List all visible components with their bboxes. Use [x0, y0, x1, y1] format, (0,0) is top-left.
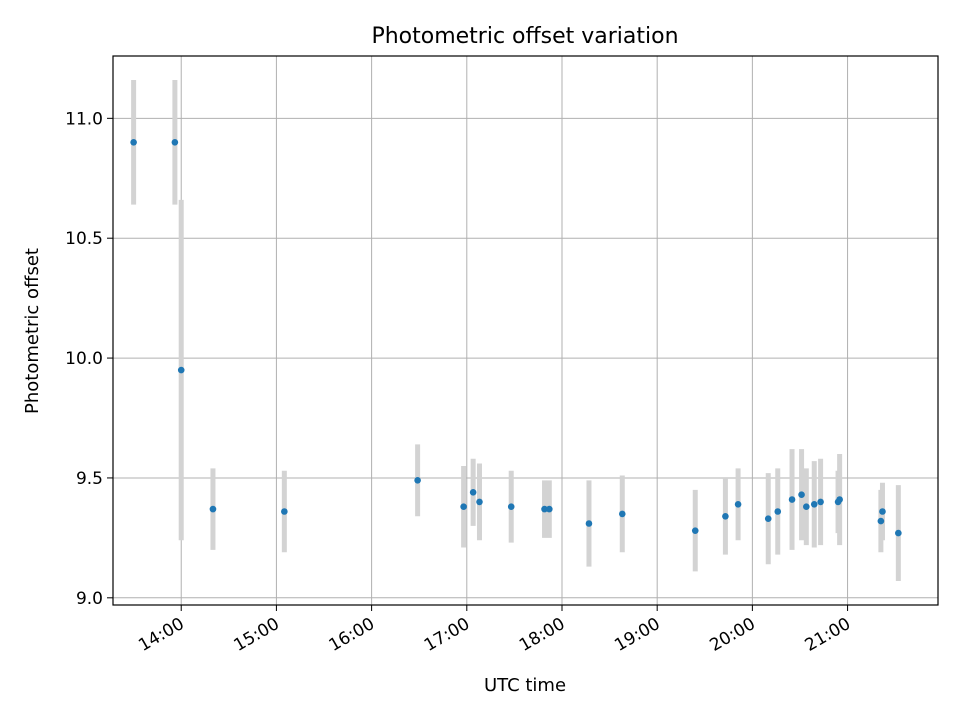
- data-point: [836, 496, 843, 503]
- data-point: [507, 503, 515, 511]
- data-point: [541, 505, 548, 513]
- x-axis-label: UTC time: [484, 675, 566, 696]
- data-point: [691, 527, 699, 534]
- data-point: [803, 503, 810, 511]
- y-tick-label: 9.5: [76, 469, 103, 489]
- data-point: [734, 501, 742, 508]
- chart-title: Photometric offset variation: [371, 24, 678, 49]
- data-point: [810, 501, 818, 508]
- data-point: [476, 498, 483, 506]
- data-point: [895, 529, 902, 537]
- data-point: [879, 508, 886, 515]
- y-tick-label: 10.0: [65, 349, 103, 369]
- data-point: [414, 477, 421, 484]
- data-point: [877, 517, 885, 525]
- data-point: [545, 505, 553, 513]
- y-tick-label: 10.5: [65, 229, 103, 249]
- data-point: [281, 508, 288, 515]
- data-point: [209, 505, 217, 513]
- data-point: [722, 512, 729, 520]
- data-point: [618, 510, 626, 518]
- data-point: [469, 489, 477, 496]
- data-point: [788, 496, 796, 503]
- data-point: [177, 366, 185, 374]
- data-point: [817, 498, 824, 506]
- data-point: [774, 508, 782, 515]
- y-tick-label: 11.0: [65, 109, 103, 129]
- y-axis-label: Photometric offset: [22, 248, 43, 414]
- plot-area-frame: [112, 55, 939, 606]
- data-point: [171, 139, 179, 146]
- data-point: [798, 491, 805, 499]
- data-point: [764, 515, 772, 522]
- y-tick-label: 9.0: [76, 589, 103, 609]
- data-points: [130, 139, 902, 537]
- data-point: [130, 139, 137, 146]
- data-point: [585, 520, 593, 527]
- data-point: [460, 503, 467, 511]
